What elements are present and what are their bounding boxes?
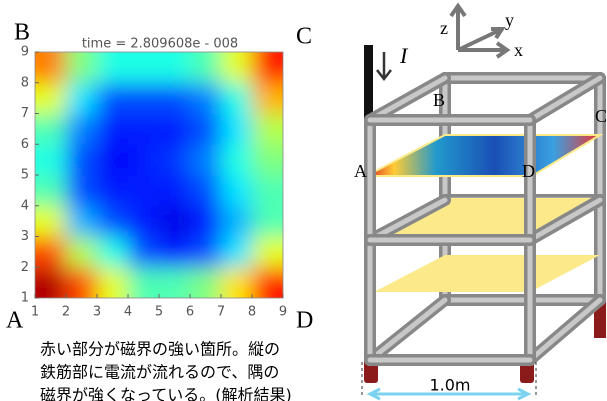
heat-cell [128, 237, 160, 268]
y-tick-label: 4 [21, 198, 29, 213]
heat-cell [190, 144, 222, 175]
corner-label: B [433, 90, 445, 110]
heat-cell [97, 175, 129, 206]
heat-cell [97, 83, 129, 114]
plate [374, 255, 600, 292]
heat-cell [97, 114, 129, 145]
axes-icon [451, 6, 507, 57]
heat-cell [159, 114, 191, 145]
heat-cell [128, 175, 160, 206]
heat-cell [66, 206, 98, 237]
chart-title: time = 2.809608e - 008 [82, 37, 238, 52]
heat-cell [66, 114, 98, 145]
heat-cell [252, 144, 304, 175]
heat-cell [97, 237, 129, 268]
heatmap [15, 32, 304, 319]
figure: time = 2.809608e - 008 B C A D 赤い部分が磁界の強… [0, 0, 607, 401]
heat-cell [252, 83, 304, 114]
heat-cell [159, 83, 191, 114]
heat-cell [66, 83, 98, 114]
heat-cell [190, 114, 222, 145]
heat-cell [190, 206, 222, 237]
x-tick-label: 5 [155, 305, 163, 320]
caption-line: 鉄筋部に電流が流れるので、隅の [40, 363, 279, 382]
corner-label: C [595, 106, 607, 126]
heat-cell [190, 175, 222, 206]
heat-cell [252, 175, 304, 206]
heat-cell [221, 114, 253, 145]
heat-cell [159, 175, 191, 206]
heat-cell [252, 114, 304, 145]
y-tick-label: 8 [21, 75, 29, 90]
dimension-label: 1.0m [429, 376, 470, 395]
caption-line: 赤い部分が磁界の強い箇所。縦の [40, 340, 280, 359]
y-tick-label: 5 [21, 168, 29, 183]
heat-cell [97, 144, 129, 175]
corner-label: D [296, 308, 313, 334]
heat-cell [97, 206, 129, 237]
caption-line: 磁界が強くなっている。(解析結果) [40, 386, 292, 401]
heat-cell [221, 237, 253, 268]
heat-cell [190, 83, 222, 114]
heat-cell [159, 237, 191, 268]
current-label: I [399, 43, 409, 68]
heat-cell [159, 206, 191, 237]
heatmap-cells [15, 32, 304, 319]
heat-cell [159, 144, 191, 175]
heat-cell [66, 237, 98, 268]
x-tick-label: 9 [279, 305, 287, 320]
axis-label: z [440, 18, 448, 38]
heat-cell [252, 206, 304, 237]
heat-cell [221, 83, 253, 114]
x-tick-label: 2 [62, 305, 70, 320]
axis-label: y [505, 10, 514, 30]
corner-label: C [296, 24, 312, 50]
current-arrow [377, 52, 391, 79]
corner-label: A [354, 161, 367, 181]
heat-cell [66, 175, 98, 206]
x-tick-label: 6 [186, 305, 194, 320]
corner-label: D [522, 161, 535, 181]
heat-cell [128, 114, 160, 145]
x-tick-label: 1 [31, 305, 39, 320]
heat-cell [128, 144, 160, 175]
x-tick-label: 3 [93, 305, 101, 320]
y-tick-label: 6 [21, 137, 29, 152]
heat-cell [128, 206, 160, 237]
y-tick-label: 1 [21, 291, 29, 306]
corner-label: B [14, 20, 30, 46]
y-tick-label: 3 [21, 229, 29, 244]
heat-cell [66, 144, 98, 175]
heat-cell [221, 144, 253, 175]
x-tick-label: 4 [124, 305, 132, 320]
x-tick-label: 7 [217, 305, 225, 320]
x-tick-label: 8 [248, 305, 256, 320]
axis-label: x [514, 40, 523, 60]
y-tick-label: 9 [21, 45, 29, 60]
frame [364, 78, 606, 383]
page: time = 2.809608e - 008 B C A D 赤い部分が磁界の強… [0, 0, 607, 401]
y-tick-label: 2 [21, 260, 29, 275]
heat-cell [128, 83, 160, 114]
heat-cell [190, 237, 222, 268]
heat-cell [221, 206, 253, 237]
heat-cell [221, 175, 253, 206]
frame-diagram: I z y x A B C D 1.0m [354, 6, 607, 399]
field-plate [366, 135, 600, 176]
heat-cell [252, 237, 304, 268]
corner-label: A [6, 308, 24, 334]
y-tick-label: 7 [21, 106, 29, 121]
